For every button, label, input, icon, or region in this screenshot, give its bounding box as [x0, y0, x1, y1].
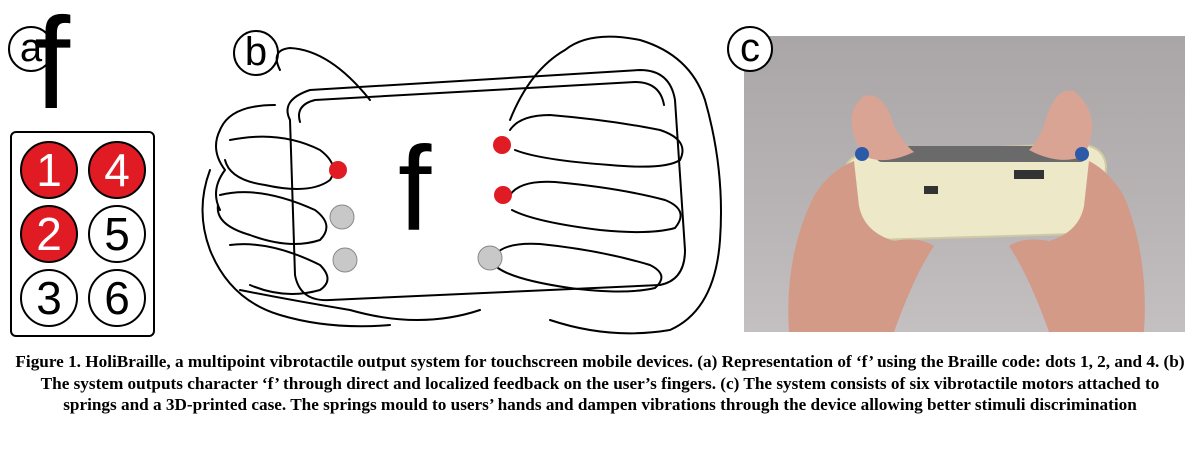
phone-outline	[286, 69, 686, 302]
motor-right-top	[493, 136, 511, 154]
left-finger-2	[216, 191, 328, 245]
device-photo	[744, 36, 1185, 332]
right-finger-2	[509, 180, 682, 234]
braille-dot-3: 3	[20, 269, 78, 327]
motor-right-middle	[494, 186, 512, 204]
right-finger-1	[509, 114, 684, 168]
left-finger-1	[224, 135, 335, 190]
right-finger-3	[494, 242, 663, 293]
panel-a-label: a	[8, 26, 54, 72]
left-thumb-photo	[851, 95, 914, 161]
braille-dot-2: 2	[20, 205, 78, 263]
panel-b-letter: f	[398, 122, 432, 256]
panel-b-label: b	[233, 30, 279, 76]
braille-dot-4: 4	[88, 141, 146, 199]
right-hand-top	[564, 35, 706, 101]
panel-c-label: c	[727, 26, 773, 72]
hands-holding-phone-drawing: f	[201, 35, 722, 335]
braille-dot-6: 6	[88, 269, 146, 327]
motor-right-bottom	[477, 245, 503, 271]
figure-caption: Figure 1. HoliBraille, a multipoint vibr…	[15, 352, 1185, 414]
usb-port	[1014, 170, 1044, 179]
motor-photo-right	[1075, 147, 1089, 161]
braille-dot-5: 5	[88, 205, 146, 263]
motor-left-bottom	[332, 247, 358, 273]
right-thumb-photo	[1029, 90, 1092, 160]
braille-dot-1: 1	[20, 141, 78, 199]
left-thumb-outline	[275, 47, 371, 101]
panel-a-letter: f	[34, 0, 71, 136]
left-hand-photo	[788, 161, 934, 332]
braille-cell: 1 4 2 5 3 6	[10, 131, 155, 337]
motor-left-middle	[329, 204, 355, 230]
left-finger-3	[229, 243, 329, 295]
motor-photo-left	[855, 147, 869, 161]
right-hand-photo	[1009, 161, 1145, 332]
motor-left-top	[329, 161, 347, 179]
